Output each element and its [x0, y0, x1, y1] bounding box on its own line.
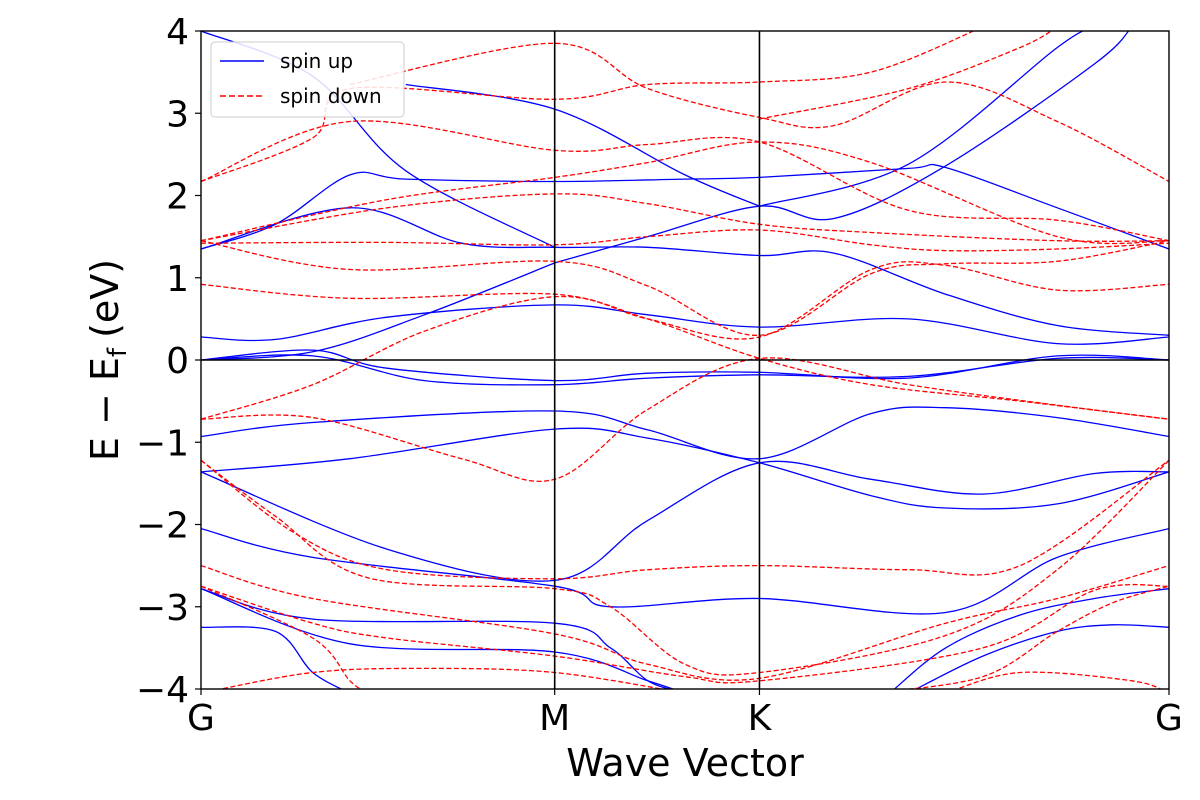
- spin-up-band-11: [893, 588, 1169, 689]
- legend: spin up spin down: [210, 41, 405, 118]
- spin-down-band-12: [201, 459, 1169, 580]
- spin-down-band-2: [201, 295, 1169, 420]
- spin-up-band-5: [201, 427, 1169, 510]
- x-tick-label-G: G: [187, 698, 215, 739]
- y-tick-label: −3: [136, 588, 189, 629]
- spin-up-band-10: [201, 626, 343, 689]
- y-tick-label: 3: [166, 94, 189, 135]
- spin-up-band-12: [914, 624, 1169, 689]
- spin-down-band-15: [201, 583, 1169, 684]
- y-tick-label: 4: [166, 12, 189, 53]
- spin-up-band-9: [201, 588, 675, 689]
- spin-down-band-8: [201, 120, 1169, 242]
- spin-down-band-19: [955, 671, 1163, 689]
- y-tick-label: −4: [136, 670, 189, 711]
- spin-down-band-17: [201, 585, 362, 689]
- y-ticks: −4 −3 −2 −1 0 1 2 3 4: [136, 12, 201, 711]
- spin-down-band-4: [201, 240, 1169, 336]
- spin-up-band-8: [201, 588, 672, 689]
- spin-down-band-3: [201, 357, 1169, 482]
- spin-up-band-1: [201, 304, 1169, 345]
- spin-up-band-15: [554, 31, 1130, 264]
- spin-down-band-6: [201, 193, 1169, 242]
- spin-down-band-14: [201, 564, 1169, 681]
- y-tick-label: −2: [136, 506, 189, 547]
- y-axis-label-subscript: f: [103, 347, 133, 357]
- spin-up-band-17: [759, 31, 1085, 207]
- spin-down-band-16: [218, 667, 666, 689]
- spin-down-band-18: [904, 585, 1169, 689]
- y-axis-label-main: E − E: [83, 357, 127, 461]
- x-axis-label: Wave Vector: [566, 741, 804, 785]
- spin-up-band-16: [201, 262, 555, 361]
- y-tick-label: −1: [136, 423, 189, 464]
- spin-up-band-4: [201, 406, 1169, 460]
- bands-layer: [201, 31, 1169, 689]
- x-tick-label-K: K: [748, 698, 773, 739]
- y-tick-label: 2: [166, 177, 189, 218]
- spin-down-band-13: [201, 459, 1169, 676]
- spin-up-band-7: [201, 527, 1169, 615]
- spin-down-band-11: [759, 31, 1053, 120]
- y-tick-label: 1: [166, 259, 189, 300]
- y-tick-label: 0: [166, 341, 189, 382]
- spin-down-band-7: [201, 141, 1169, 245]
- spin-down-band-10: [349, 42, 1169, 183]
- spin-up-band-19: [405, 83, 760, 207]
- spin-down-band-5: [201, 229, 1169, 252]
- spin-up-band-3: [201, 354, 1169, 386]
- spin-up-band-14: [201, 207, 1169, 336]
- legend-label-spin-down: spin down: [280, 84, 382, 108]
- reference-lines: [201, 31, 1169, 689]
- spin-down-band-1: [201, 261, 1169, 340]
- legend-label-spin-up: spin up: [280, 49, 353, 73]
- x-tick-label-G: G: [1155, 698, 1183, 739]
- spin-up-band-6: [201, 460, 1169, 582]
- spin-up-band-13: [201, 163, 1169, 250]
- y-axis-label-unit: (eV): [83, 259, 127, 338]
- y-axis-label: E − Ef (eV): [83, 259, 133, 461]
- x-tick-label-M: M: [539, 698, 570, 739]
- spin-down-band-9: [201, 31, 975, 183]
- spin-up-band-2: [201, 349, 1169, 382]
